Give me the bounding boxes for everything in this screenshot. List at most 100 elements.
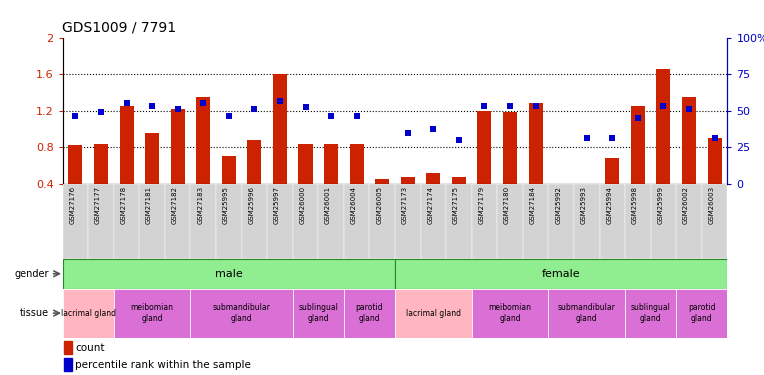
Text: GSM26000: GSM26000: [299, 186, 306, 224]
Text: parotid
gland: parotid gland: [688, 303, 716, 323]
Bar: [497, 184, 523, 259]
Bar: [165, 184, 190, 259]
Bar: [401, 177, 415, 184]
Bar: [452, 177, 466, 184]
Text: GSM26003: GSM26003: [708, 186, 714, 224]
Bar: [241, 184, 267, 259]
Bar: [471, 184, 497, 259]
Bar: [702, 184, 727, 259]
Bar: [63, 184, 88, 259]
Text: submandibular
gland: submandibular gland: [212, 303, 270, 323]
Bar: [293, 184, 319, 259]
Bar: [395, 289, 471, 338]
Bar: [478, 111, 491, 184]
Bar: [267, 184, 293, 259]
Bar: [370, 184, 395, 259]
Bar: [446, 184, 471, 259]
Bar: [605, 158, 620, 184]
Text: GSM25992: GSM25992: [555, 186, 561, 224]
Text: GSM25995: GSM25995: [223, 186, 229, 224]
Bar: [324, 144, 338, 184]
Bar: [676, 289, 727, 338]
Bar: [319, 184, 344, 259]
Bar: [196, 97, 210, 184]
Bar: [549, 289, 625, 338]
Bar: [503, 112, 517, 184]
Bar: [631, 106, 645, 184]
Bar: [471, 289, 549, 338]
Text: percentile rank within the sample: percentile rank within the sample: [76, 360, 251, 370]
Bar: [395, 259, 727, 289]
Text: count: count: [76, 343, 105, 353]
Bar: [119, 106, 134, 184]
Text: GSM27178: GSM27178: [121, 186, 127, 224]
Bar: [344, 184, 370, 259]
Text: GSM25996: GSM25996: [248, 186, 254, 224]
Bar: [145, 134, 159, 184]
Bar: [248, 140, 261, 184]
Bar: [69, 146, 83, 184]
Bar: [625, 184, 651, 259]
Text: submandibular
gland: submandibular gland: [558, 303, 616, 323]
Text: GSM27174: GSM27174: [427, 186, 433, 224]
Text: GSM27180: GSM27180: [504, 186, 510, 224]
Bar: [529, 104, 542, 184]
Bar: [600, 184, 625, 259]
Text: parotid
gland: parotid gland: [355, 303, 384, 323]
Text: GSM27183: GSM27183: [197, 186, 203, 224]
Text: female: female: [542, 269, 581, 279]
Bar: [676, 184, 702, 259]
Bar: [375, 179, 389, 184]
Bar: [222, 156, 236, 184]
Text: GSM25997: GSM25997: [274, 186, 280, 224]
Text: GSM26004: GSM26004: [351, 186, 357, 224]
Bar: [420, 184, 446, 259]
Bar: [139, 184, 165, 259]
Bar: [299, 144, 312, 184]
Bar: [344, 289, 395, 338]
Bar: [190, 289, 293, 338]
Text: GSM27177: GSM27177: [95, 186, 101, 224]
Text: GSM27173: GSM27173: [402, 186, 408, 224]
Bar: [114, 289, 190, 338]
Text: lacrimal gland: lacrimal gland: [406, 309, 461, 318]
Bar: [64, 341, 72, 354]
Text: male: male: [215, 269, 243, 279]
Bar: [574, 184, 600, 259]
Bar: [682, 97, 696, 184]
Text: meibomian
gland: meibomian gland: [131, 303, 173, 323]
Bar: [216, 184, 241, 259]
Text: GSM27181: GSM27181: [146, 186, 152, 224]
Bar: [170, 109, 185, 184]
Bar: [63, 259, 395, 289]
Text: sublingual
gland: sublingual gland: [631, 303, 671, 323]
Text: tissue: tissue: [20, 308, 50, 318]
Bar: [114, 184, 139, 259]
Text: GSM27179: GSM27179: [478, 186, 484, 224]
Bar: [88, 184, 114, 259]
Bar: [625, 289, 676, 338]
Bar: [273, 74, 287, 184]
Text: gender: gender: [15, 269, 50, 279]
Bar: [350, 144, 364, 184]
Text: lacrimal gland: lacrimal gland: [60, 309, 115, 318]
Bar: [707, 138, 721, 184]
Text: GSM26002: GSM26002: [683, 186, 689, 224]
Text: GSM26005: GSM26005: [376, 186, 382, 224]
Text: meibomian
gland: meibomian gland: [488, 303, 532, 323]
Text: GSM25993: GSM25993: [581, 186, 587, 224]
Text: GSM26001: GSM26001: [325, 186, 331, 224]
Text: sublingual
gland: sublingual gland: [299, 303, 338, 323]
Bar: [549, 184, 574, 259]
Text: GSM27182: GSM27182: [172, 186, 178, 224]
Bar: [64, 358, 72, 371]
Bar: [293, 289, 344, 338]
Bar: [395, 184, 420, 259]
Bar: [426, 173, 440, 184]
Text: GDS1009 / 7791: GDS1009 / 7791: [62, 21, 176, 35]
Bar: [651, 184, 676, 259]
Text: GSM25994: GSM25994: [607, 186, 612, 224]
Text: GSM25999: GSM25999: [657, 186, 663, 224]
Text: GSM27176: GSM27176: [70, 186, 76, 224]
Bar: [656, 69, 671, 184]
